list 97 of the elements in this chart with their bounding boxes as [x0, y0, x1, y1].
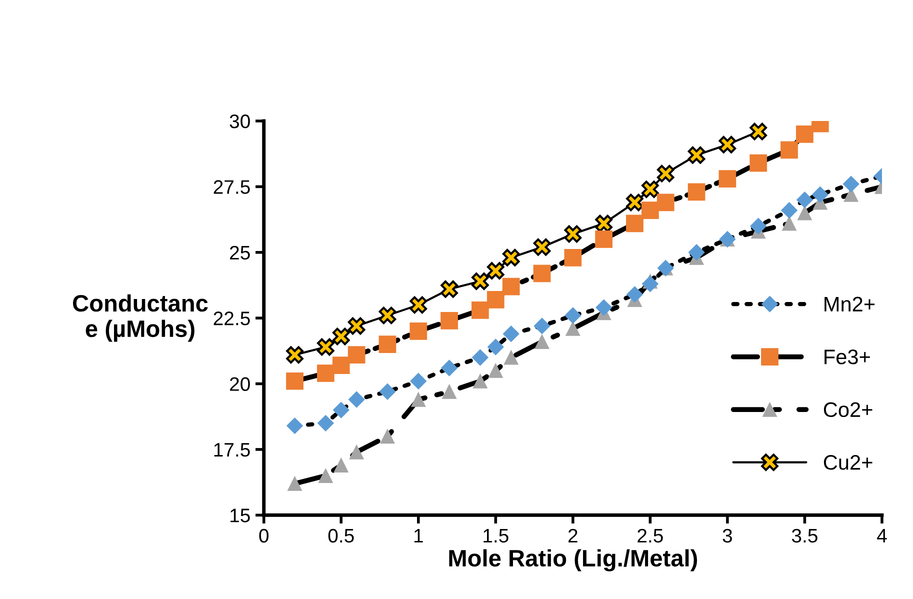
x-tick-label: 0.5: [328, 528, 354, 543]
y-tick-label: 27.5: [214, 180, 250, 194]
y-tick-label: 15: [230, 508, 250, 522]
x-tick-label: 1.5: [484, 529, 508, 543]
point: [534, 318, 550, 334]
point: [780, 141, 798, 159]
point: [472, 302, 489, 319]
legend-label: Cu2+: [824, 455, 872, 470]
point: [566, 321, 580, 336]
x-tick-label: 3.5: [792, 528, 818, 543]
point: [316, 338, 334, 356]
point: [286, 346, 304, 364]
point: [380, 429, 395, 444]
y-tick-label: 20: [230, 377, 250, 391]
point: [502, 326, 520, 342]
point: [504, 350, 518, 365]
point: [688, 146, 706, 164]
x-tick-label: 3: [722, 528, 732, 543]
point: [656, 194, 674, 212]
point: [718, 170, 736, 188]
point: [332, 356, 350, 374]
y-tick-label: 30: [230, 114, 250, 128]
point: [564, 307, 582, 324]
point: [486, 262, 504, 280]
point: [410, 296, 428, 314]
point: [718, 136, 736, 154]
x-tick-label: 2.5: [638, 528, 663, 543]
point: [472, 349, 488, 366]
legend-label: Fe3+: [824, 350, 870, 364]
point: [626, 194, 644, 212]
point: [626, 286, 643, 303]
point: [502, 248, 520, 266]
point: [317, 414, 334, 432]
point: [316, 364, 334, 382]
point: [487, 338, 504, 356]
point: [534, 334, 550, 350]
point: [781, 202, 798, 219]
point: [626, 214, 644, 232]
point: [472, 272, 489, 290]
point: [641, 180, 659, 198]
point: [410, 372, 427, 390]
point: [378, 306, 396, 324]
point: [595, 230, 612, 248]
point: [750, 218, 767, 234]
point: [564, 248, 582, 266]
point: [641, 202, 659, 220]
x-tick-label: 1: [414, 529, 423, 542]
point: [812, 186, 828, 203]
point: [533, 238, 551, 256]
point: [642, 276, 658, 292]
x-tick-label: 2: [568, 528, 578, 542]
y-axis-title: Conductanc e (µMohs): [73, 294, 208, 342]
x-axis-title: Mole Ratio (Lig./Metal): [449, 549, 698, 572]
point: [750, 122, 768, 140]
point: [332, 328, 350, 346]
point: [287, 476, 302, 491]
point: [842, 176, 860, 192]
point: [410, 322, 428, 340]
point: [782, 216, 797, 231]
point: [442, 384, 457, 399]
y-tick-label: 25: [230, 246, 250, 260]
y-tick-label: 17.5: [214, 443, 250, 457]
point: [348, 391, 365, 408]
point: [750, 154, 768, 172]
x-tick-label: 4: [877, 529, 887, 542]
point: [796, 125, 814, 143]
point: [488, 363, 503, 378]
point: [348, 346, 366, 364]
legend-label: Mn2+: [824, 296, 875, 312]
point: [486, 290, 504, 308]
point: [334, 458, 348, 473]
point: [472, 374, 488, 388]
x-tick-label: 0: [259, 528, 269, 543]
point: [348, 317, 366, 335]
point: [286, 418, 303, 434]
legend-label: Co2+: [824, 402, 872, 418]
point: [688, 244, 705, 261]
point: [411, 392, 426, 407]
point: [564, 225, 582, 243]
point: [379, 383, 396, 400]
point: [440, 312, 458, 330]
point: [533, 264, 551, 282]
point: [596, 299, 612, 316]
point: [378, 336, 396, 354]
point: [349, 444, 364, 460]
point: [595, 214, 612, 232]
point: [688, 183, 706, 201]
point: [332, 402, 350, 418]
y-tick-label: 22.5: [214, 312, 250, 326]
point: [318, 468, 333, 484]
point: [440, 280, 458, 298]
point: [797, 206, 812, 220]
point: [286, 372, 304, 390]
point: [796, 192, 813, 208]
point: [656, 164, 674, 182]
point: [441, 360, 458, 376]
point: [502, 278, 520, 296]
